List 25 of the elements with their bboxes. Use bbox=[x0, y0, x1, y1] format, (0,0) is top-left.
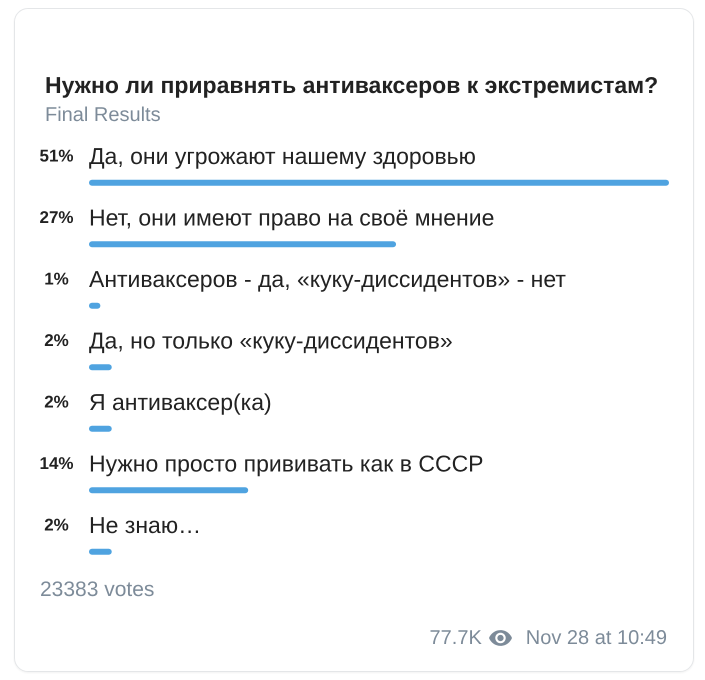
data-label: 27% bbox=[39, 208, 74, 227]
bar bbox=[89, 180, 669, 186]
bar bbox=[89, 364, 112, 370]
bar bbox=[89, 426, 112, 432]
bar bbox=[89, 548, 112, 555]
text: Nov 28 at 10:49 bbox=[526, 626, 667, 651]
y-tick-label: Я антиваксер(ка) bbox=[88, 388, 272, 415]
bar bbox=[89, 487, 248, 494]
chart-title: Нужно ли приравнять антиваксеров к экстремистам? bbox=[45, 72, 658, 98]
data-label: 2% bbox=[44, 392, 69, 412]
bar bbox=[89, 241, 396, 248]
y-tick-label: Не знаю… bbox=[88, 512, 202, 538]
data-label: 14% bbox=[39, 454, 74, 473]
chart-subtitle: Final Results bbox=[45, 104, 161, 126]
text: 77.7K bbox=[430, 626, 482, 651]
data-label: 2% bbox=[44, 330, 69, 350]
data-label: 51% bbox=[39, 146, 74, 166]
data-label: 2% bbox=[44, 515, 69, 534]
y-tick-label: Нет, они имеют право на своё мнение bbox=[88, 204, 494, 230]
text: 23383 votes bbox=[40, 577, 154, 603]
y-tick-label: Антиваксеров - да, «куку-диссидентов» - нет bbox=[88, 266, 566, 292]
data-label: 1% bbox=[44, 269, 69, 288]
y-tick-label: Нужно просто прививать как в СССР bbox=[88, 450, 484, 476]
y-tick-label: Да, они угрожают нашему здоровью bbox=[88, 142, 476, 169]
y-tick-label: Да, но только «куку-диссидентов» bbox=[89, 327, 453, 354]
